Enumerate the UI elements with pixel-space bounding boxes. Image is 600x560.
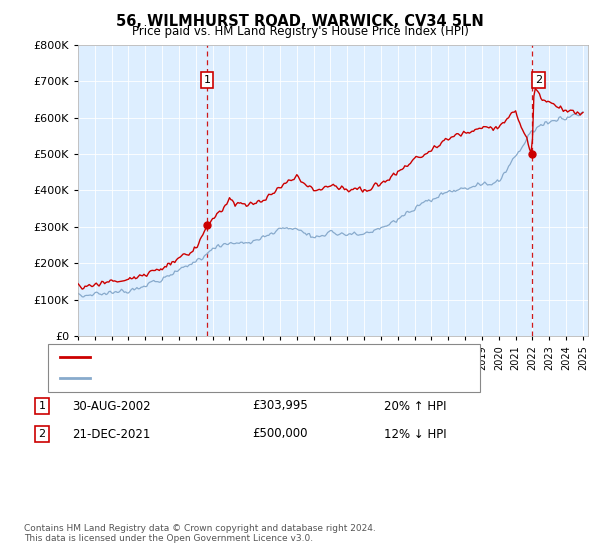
Text: 2: 2 xyxy=(535,74,542,85)
Text: 1: 1 xyxy=(38,401,46,411)
Text: 21-DEC-2021: 21-DEC-2021 xyxy=(72,427,151,441)
Text: 2: 2 xyxy=(38,429,46,439)
Text: £303,995: £303,995 xyxy=(252,399,308,413)
Text: 1: 1 xyxy=(203,74,211,85)
Text: 20% ↑ HPI: 20% ↑ HPI xyxy=(384,399,446,413)
Text: £500,000: £500,000 xyxy=(252,427,308,441)
Text: 30-AUG-2002: 30-AUG-2002 xyxy=(72,399,151,413)
Text: Contains HM Land Registry data © Crown copyright and database right 2024.
This d: Contains HM Land Registry data © Crown c… xyxy=(24,524,376,543)
Text: 56, WILMHURST ROAD, WARWICK, CV34 5LN (detached house): 56, WILMHURST ROAD, WARWICK, CV34 5LN (d… xyxy=(96,352,423,362)
Text: Price paid vs. HM Land Registry's House Price Index (HPI): Price paid vs. HM Land Registry's House … xyxy=(131,25,469,38)
Text: HPI: Average price, detached house, Warwick: HPI: Average price, detached house, Warw… xyxy=(96,373,332,383)
Text: 56, WILMHURST ROAD, WARWICK, CV34 5LN: 56, WILMHURST ROAD, WARWICK, CV34 5LN xyxy=(116,14,484,29)
Text: 12% ↓ HPI: 12% ↓ HPI xyxy=(384,427,446,441)
